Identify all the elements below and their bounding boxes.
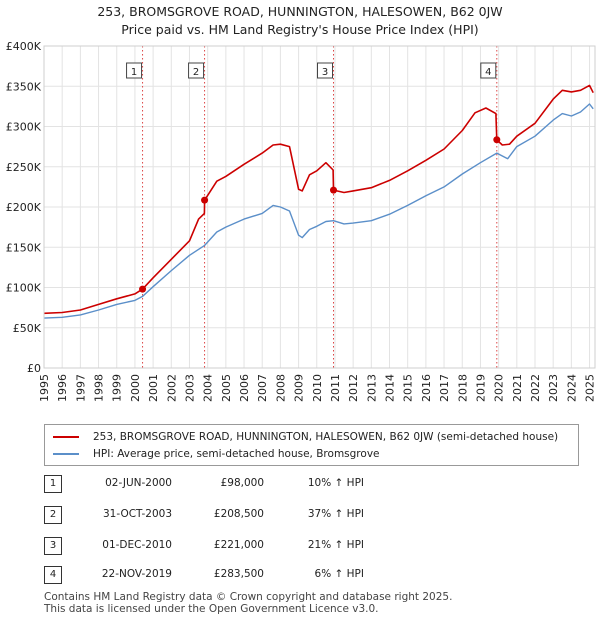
transaction-date: 22-NOV-2019 [101,568,172,580]
sale-label-frame [126,62,143,79]
x-tick-label: 2008 [274,374,287,402]
x-tick-label: 2009 [293,374,306,402]
x-tick-label: 2010 [311,374,324,402]
footer-copyright: Contains HM Land Registry data © Crown c… [44,591,453,603]
sale-label-box: 2 [188,62,205,79]
transaction-price: £208,500 [213,508,264,520]
legend-item-hpi: HPI: Average price, semi-detached house,… [53,446,380,462]
x-tick-label: 2002 [165,374,178,402]
transaction-number: 2 [44,506,62,524]
transaction-price: £221,000 [213,539,264,551]
transaction-price: £283,500 [213,568,264,580]
x-tick-label: 1997 [74,374,87,402]
x-tick-label: 1996 [56,374,69,402]
x-tick-label: 2012 [347,374,360,402]
transaction-hpi: 10% ↑ HPI [307,477,364,489]
sale-label-number: 3 [322,67,328,78]
transaction-hpi: 21% ↑ HPI [307,539,364,551]
chart-subtitle: Price paid vs. HM Land Registry's House … [121,22,479,37]
x-tick-label: 2003 [183,374,196,402]
x-tick-label: 2006 [238,374,251,402]
sale-label-frame [480,62,497,79]
x-tick-label: 2007 [256,374,269,402]
transaction-row: 4 22-NOV-2019 £283,500 6% ↑ HPI [44,566,464,584]
y-tick-label: £200K [6,201,42,214]
transaction-number: 1 [44,475,62,493]
y-tick-label: £300K [6,121,42,134]
x-tick-label: 2023 [547,374,560,402]
y-tick-label: £50K [13,322,42,335]
legend-label-property: 253, BROMSGROVE ROAD, HUNNINGTON, HALESO… [93,431,559,443]
x-tick-label: 2016 [420,374,433,402]
transaction-row: 2 31-OCT-2003 £208,500 37% ↑ HPI [44,506,464,524]
transaction-row: 3 01-DEC-2010 £221,000 21% ↑ HPI [44,537,464,555]
transaction-date: 31-OCT-2003 [103,508,172,520]
price-chart: 1995 1996 1997 1998 1999 2000 2001 2002 2003 2004… [6,40,597,402]
transaction-date: 02-JUN-2000 [105,477,172,489]
x-tick-label: 2018 [456,374,469,402]
sale-point [330,186,338,194]
y-tick-label: £400K [6,40,42,53]
sale-point [493,136,501,144]
x-tick-label: 2024 [565,374,578,402]
x-tick-label: 2020 [493,374,506,402]
x-tick-label: 2000 [129,374,142,402]
sale-label-box: 1 [126,62,143,79]
y-tick-label: £100K [6,282,42,295]
x-tick-label: 2017 [438,374,451,402]
transaction-hpi: 37% ↑ HPI [307,508,364,520]
x-tick-label: 2021 [511,374,524,402]
legend-label-hpi: HPI: Average price, semi-detached house,… [93,448,380,460]
legend: 253, BROMSGROVE ROAD, HUNNINGTON, HALESO… [44,424,579,466]
x-tick-label: 1998 [93,374,106,402]
transaction-price: £98,000 [220,477,264,489]
chart-title: 253, BROMSGROVE ROAD, HUNNINGTON, HALESO… [97,4,503,19]
plot-frame [43,45,596,369]
legend-swatch-hpi [53,453,79,455]
sale-label-number: 1 [131,67,137,78]
sale-label-box: 3 [317,62,334,79]
x-tick-label: 2019 [474,374,487,402]
property-price-line [43,84,594,315]
sale-label-box: 4 [480,62,497,79]
hpi-line [43,103,594,319]
x-tick-label: 2022 [529,374,542,402]
transaction-date: 01-DEC-2010 [102,539,172,551]
x-tick-label: 2005 [220,374,233,402]
sale-label-frame [317,62,334,79]
sale-point [201,196,209,204]
x-tick-label: 1995 [38,374,51,402]
y-tick-label: £250K [6,161,42,174]
x-tick-label: 2004 [202,374,215,402]
x-tick-label: 2015 [402,374,415,402]
x-tick-label: 2011 [329,374,342,402]
x-tick-label: 2025 [584,374,597,402]
sale-label-frame [188,62,205,79]
sale-label-number: 2 [193,67,199,78]
x-tick-label: 2013 [365,374,378,402]
sale-label-number: 4 [485,67,491,78]
legend-swatch-property [53,436,79,438]
y-tick-label: £350K [6,80,42,93]
x-tick-label: 2014 [384,374,397,402]
footer-licence: This data is licensed under the Open Gov… [44,603,379,615]
y-tick-label: £150K [6,241,42,254]
transaction-hpi: 6% ↑ HPI [314,568,364,580]
x-tick-label: 2001 [147,374,160,402]
sale-point [139,285,147,293]
footer: Contains HM Land Registry data © Crown c… [44,591,452,615]
legend-item-property: 253, BROMSGROVE ROAD, HUNNINGTON, HALESO… [53,429,558,445]
y-tick-label: £0 [27,362,41,375]
x-tick-label: 1999 [111,374,124,402]
transaction-number: 4 [44,566,62,584]
transaction-row: 1 02-JUN-2000 £98,000 10% ↑ HPI [44,475,464,493]
transaction-number: 3 [44,537,62,555]
